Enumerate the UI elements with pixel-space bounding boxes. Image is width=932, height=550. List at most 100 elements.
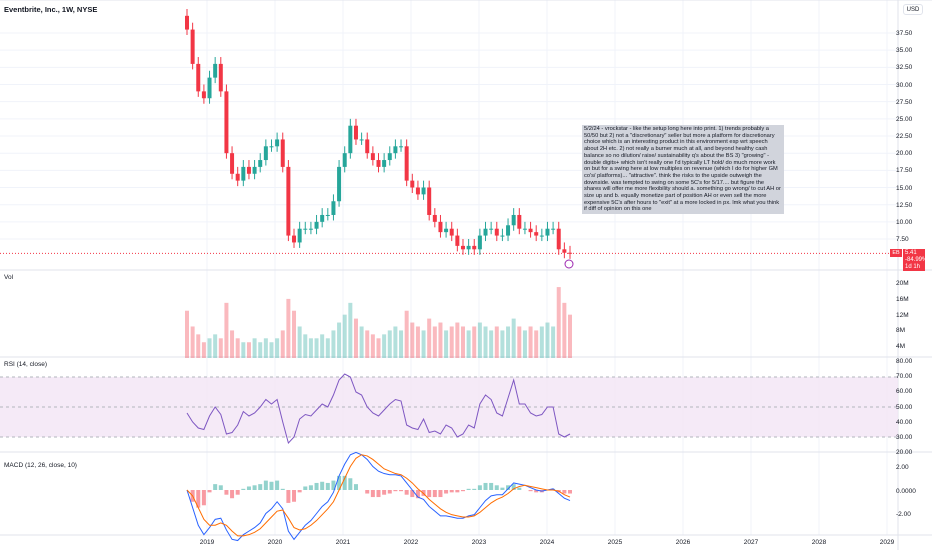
volume-bar [258,342,263,358]
rsi-tick: 60.00 [896,388,913,396]
macd-histogram-bar [534,490,539,493]
macd-histogram-bar [500,487,505,490]
volume-bar [353,318,358,358]
volume-bar [241,342,246,358]
volume-bar [387,330,392,358]
symbol-tag: EB [890,249,902,257]
volume-bar [404,310,409,358]
volume-bar [235,338,240,358]
volume-bar [365,330,370,358]
macd-histogram-bar [444,490,449,494]
candle [297,228,302,243]
volume-label[interactable]: Vol [4,274,14,281]
candle [528,228,533,233]
candle [404,146,409,181]
macd-histogram-bar [511,484,516,490]
volume-bar [337,322,342,358]
price-tick: 30.00 [896,81,913,89]
volume-bar [280,330,285,358]
macd-histogram-bar [280,488,285,490]
rsi-label[interactable]: RSI (14, close) [4,361,47,368]
vol-tick: 8M [896,327,906,335]
macd-histogram-bar [449,490,454,493]
candle [292,235,297,243]
candle [258,160,263,167]
candle [303,228,308,230]
volume-bar [500,330,505,358]
macd-histogram-bar [376,490,381,498]
macd-histogram-bar [314,482,319,490]
candle [185,15,189,30]
candle [190,29,195,64]
vol-tick: 4M [896,343,906,350]
candle [460,245,465,250]
candle [382,160,387,167]
volume-bar [213,334,218,358]
macd-histogram-bar [427,490,432,498]
macd-histogram-bar [399,490,404,492]
volume-bar [269,342,274,358]
volume-bar [528,326,533,358]
candle [348,125,353,154]
macd-histogram-bar [382,490,387,495]
candle [489,228,494,230]
volume-bar [308,338,313,358]
currency-button[interactable]: USD [903,4,923,15]
macd-histogram-bar [506,485,511,490]
candle [410,180,415,188]
price-tick: 17.50 [896,167,913,175]
volume-bar [303,334,308,358]
candle [370,153,375,161]
macd-histogram-bar [483,482,488,490]
volume-bar [382,334,387,358]
volume-bar [297,326,302,358]
volume-bar [511,318,516,358]
volume-bar [224,302,229,358]
candle [353,125,358,140]
macd-label[interactable]: MACD (12, 26, close, 10) [4,462,77,469]
candle [562,249,567,253]
candle [241,166,246,181]
volume-bar [534,330,539,358]
volume-bar [415,326,420,358]
idea-annotation[interactable]: 5/2/24 - vrockstar - like the setup long… [582,125,784,215]
volume-bar [562,302,567,358]
macd-histogram-bar [348,478,353,490]
price-tick: 15.00 [896,184,913,192]
volume-bar [522,330,527,358]
price-tick: 37.50 [896,30,913,37]
macd-histogram-bar [410,490,415,498]
rsi-tick: 50.00 [896,403,913,411]
macd-histogram-bar [235,490,240,495]
macd-histogram-bar [489,482,494,490]
macd-histogram-bar [286,490,291,503]
vol-tick: 16M [896,295,909,303]
macd-histogram-bar [196,490,201,508]
price-tick: 12.50 [896,201,913,209]
time-tick: 2020 [267,539,283,546]
volume-bar [449,326,454,358]
price-tick: 20.00 [896,150,913,158]
rsi-line [186,373,571,444]
rsi-tick: 30.00 [896,434,913,441]
volume-bar [460,326,465,358]
candle [246,166,251,174]
macd-histogram-bar [269,481,274,490]
volume-bar [393,326,398,358]
candle [517,214,522,229]
macd-histogram-bar [528,490,533,492]
last-price: 5.41 [905,250,917,256]
last-price-tag: 5.41 -84.99% 1d 1h [903,249,927,271]
volume-bar [342,314,347,358]
macd-histogram-bar [387,490,392,494]
macd-histogram-bar [477,485,482,490]
candle [494,228,499,236]
candle [201,91,206,99]
macd-histogram-bar [432,490,437,498]
volume-bar [325,338,330,358]
volume-bar [292,310,297,358]
candle [387,153,392,161]
vol-tick: 12M [896,311,909,319]
candle [399,146,404,148]
